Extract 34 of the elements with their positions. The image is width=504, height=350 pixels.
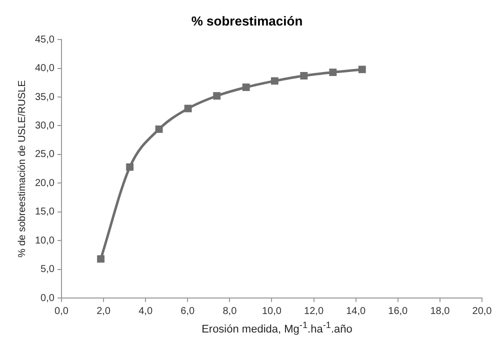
y-tick-label: 15,0 bbox=[34, 206, 55, 218]
point bbox=[184, 104, 192, 112]
y-tick-label: 30,0 bbox=[34, 120, 55, 132]
x-tick-label: 2,0 bbox=[96, 306, 111, 317]
y-tick-label: 35,0 bbox=[34, 92, 55, 103]
x-tick-label: 16,0 bbox=[388, 306, 408, 317]
y-tick-label: 10,0 bbox=[34, 235, 55, 246]
y-tick-label: 0,0 bbox=[40, 292, 55, 304]
x-tick-label: 14,0 bbox=[346, 306, 366, 317]
y-tick-label: 25,0 bbox=[34, 149, 55, 160]
y-tick-label: 20,0 bbox=[34, 178, 55, 189]
x-tick-label: 0,0 bbox=[54, 306, 69, 317]
x-tick-label: 8,0 bbox=[222, 306, 238, 317]
point bbox=[97, 255, 105, 263]
point bbox=[155, 125, 163, 133]
point bbox=[329, 68, 337, 76]
x-tick-label: 10,0 bbox=[262, 306, 282, 317]
y-tick-label: 5,0 bbox=[40, 264, 55, 276]
chart-title: % sobrestimación bbox=[191, 13, 303, 28]
y-tick-label: 40,0 bbox=[34, 63, 55, 74]
y-tick-label: 45,0 bbox=[34, 34, 55, 46]
point bbox=[213, 92, 221, 100]
x-tick-label: 20,0 bbox=[472, 306, 492, 317]
point bbox=[242, 84, 250, 91]
point bbox=[358, 66, 366, 74]
x-tick-label: 4,0 bbox=[138, 306, 153, 317]
point bbox=[126, 163, 134, 171]
point bbox=[270, 77, 278, 85]
point bbox=[300, 72, 308, 80]
x-tick-label: 12,0 bbox=[304, 306, 324, 317]
x-tick-label: 18,0 bbox=[430, 306, 450, 317]
y-axis-title: % de sobreestimación de USLE/RUSLE bbox=[16, 80, 28, 258]
x-tick-label: 6,0 bbox=[180, 306, 196, 317]
x-axis-title: Erosión medida, Mg$^{-1}$.ha$^{-1}$.año bbox=[200, 320, 354, 336]
